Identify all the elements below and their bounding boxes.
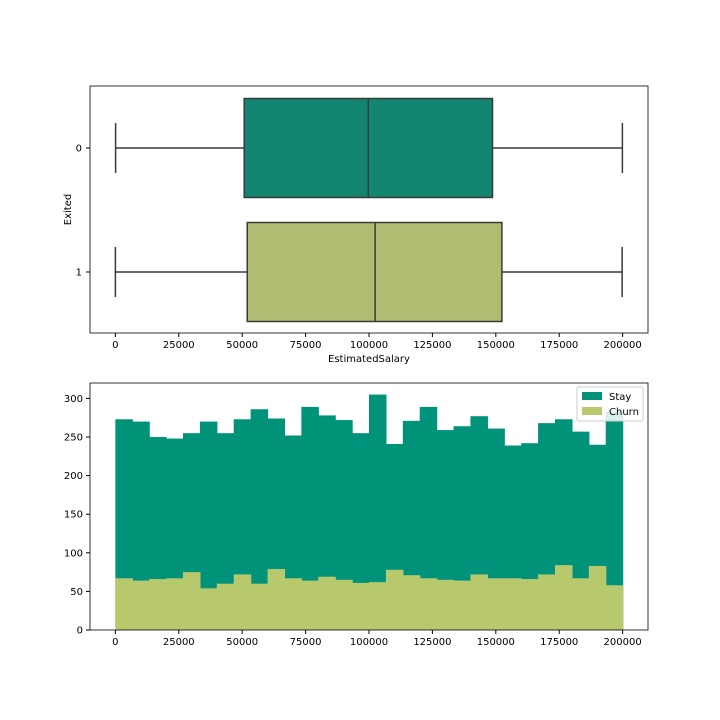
x-tick-label: 0 [112,340,118,351]
x-tick-label: 25000 [163,340,195,351]
bar-churn [369,582,387,630]
x-tick-label: 125000 [413,637,451,648]
y-tick-label: 50 [70,587,83,598]
bar-stay [453,426,472,630]
x-tick-label: 200000 [604,340,642,351]
bar-stay [216,433,235,630]
x-tick-label: 125000 [413,340,451,351]
bar-churn [250,583,269,630]
bar-churn [132,580,150,630]
bar-churn [216,583,235,630]
bar-churn [267,569,286,630]
bar-churn [470,574,488,630]
bar-churn [588,565,607,630]
x-tick-label: 200000 [604,637,642,648]
x-tick-label: 75000 [290,637,322,648]
bar-stay [318,415,336,630]
bar-churn [318,576,336,630]
y-tick-label: 0 [77,626,83,637]
bar-churn [605,585,624,630]
bar-stay [250,409,269,630]
bar-churn [521,579,539,630]
bar-stay [301,406,319,630]
x-tick-label: 50000 [226,637,258,648]
bar-stay [419,406,438,630]
legend-label-churn: Churn [609,407,639,418]
x-tick-label: 175000 [540,637,578,648]
legend-swatch-churn [582,407,602,415]
bar-churn [301,580,319,630]
bar-churn [166,578,184,630]
x-tick-label: 0 [112,637,118,648]
legend-swatch-stay [582,392,602,400]
x-tick-label: 100000 [350,340,388,351]
bar-churn [555,565,573,630]
x-tick-label: 150000 [477,340,515,351]
y-tick-label: 150 [64,510,83,521]
x-axis-label: EstimatedSalary [328,354,410,365]
bar-stay [369,394,387,630]
bar-churn [385,569,404,630]
x-tick-label: 100000 [350,637,388,648]
y-tick-label: 0 [76,144,82,155]
x-tick-label: 50000 [226,340,258,351]
bar-churn [571,578,590,630]
bar-churn [419,578,438,630]
bar-stay [352,433,370,630]
bar-churn [284,578,302,630]
x-tick-label: 150000 [477,637,515,648]
bar-churn [149,579,167,630]
legend-label-stay: Stay [609,392,631,403]
bar-churn [538,574,556,630]
bar-churn [352,582,370,630]
bar-churn [115,578,133,630]
bar-churn [402,575,421,630]
y-tick-label: 200 [64,471,83,482]
bar-churn [436,579,455,630]
bar-churn [453,580,472,630]
bar-stay [335,420,353,630]
y-axis-label: Exited [63,194,74,225]
x-tick-label: 175000 [540,340,578,351]
histogram-chart: 0 25000 50000 75000 100000 125000 150000 175000… [64,382,649,648]
bar-stay [132,421,150,630]
bar-churn [335,579,353,630]
x-tick-label: 75000 [290,340,322,351]
bar-churn [199,588,218,630]
y-tick-label: 300 [64,394,83,405]
bar-churn [504,578,522,630]
bar-churn [183,572,201,630]
y-tick-label: 1 [76,268,82,279]
legend: Stay Churn [576,386,644,422]
bar-churn [487,578,505,630]
y-tick-label: 100 [64,548,83,559]
boxplot-chart: 0 1 0 25000 50000 75000 100000 125000 150000 1750… [63,85,649,365]
bar-stay [115,419,133,630]
bar-churn [233,574,252,630]
x-tick-label: 25000 [163,637,195,648]
bar-stay [199,421,218,630]
y-tick-label: 250 [64,433,83,444]
bar-stay [605,411,624,630]
